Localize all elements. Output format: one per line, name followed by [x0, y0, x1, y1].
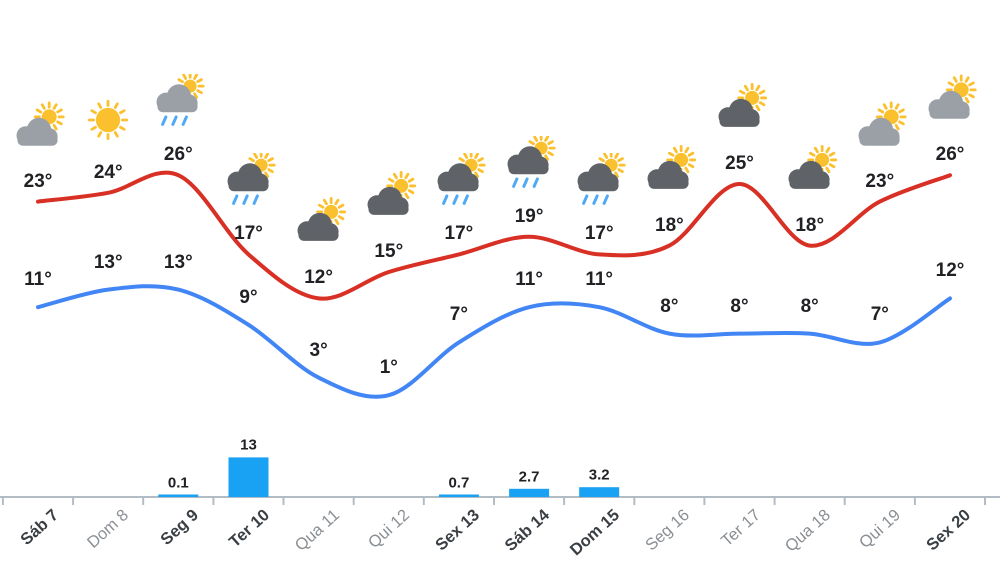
low-temp-label: 1° [379, 357, 398, 379]
day-axis-label[interactable]: Seg 9 [157, 506, 203, 549]
precip-bar [438, 494, 479, 497]
precip-bar [579, 487, 620, 497]
low-temp-label: 8° [730, 295, 749, 317]
precip-value-label: 13 [240, 436, 257, 454]
high-temp-label: 15° [374, 241, 404, 262]
cloud-sun-dark-icon [782, 144, 838, 201]
high-temp-label: 26° [163, 144, 193, 166]
high-temp-label: 23° [865, 170, 895, 192]
low-temp-label: 13° [93, 251, 123, 273]
high-temp-label: 18° [655, 214, 684, 236]
low-temp-label: 8° [800, 295, 819, 317]
high-temp-label: 17° [444, 223, 474, 245]
low-temp-label: 7° [870, 304, 889, 326]
high-temp-label: 23° [23, 170, 53, 192]
day-axis-label[interactable]: Sáb 14 [501, 506, 554, 555]
precip-bar [158, 494, 199, 497]
high-temp-line [36, 170, 952, 301]
high-temp-label: 12° [304, 267, 333, 289]
rain-sun-light-icon [150, 71, 206, 130]
cloud-sun-light-icon [10, 101, 66, 157]
rain-sun-dark-icon [501, 133, 557, 192]
low-temp-label: 3° [309, 339, 328, 361]
day-axis-label[interactable]: Qui 19 [855, 506, 904, 552]
low-temp-label: 11° [585, 269, 614, 291]
rain-sun-dark-icon [221, 151, 277, 209]
day-axis-label[interactable]: Qui 12 [364, 506, 413, 552]
cloud-sun-dark-icon [291, 197, 347, 253]
day-axis-label[interactable]: Sex 20 [923, 506, 975, 555]
day-axis-label[interactable]: Ter 17 [717, 506, 764, 551]
day-axis-label[interactable]: Qua 18 [781, 506, 834, 556]
rain-sun-dark-icon [431, 151, 487, 209]
low-temp-label: 7° [449, 304, 468, 326]
day-axis-label[interactable]: Qua 11 [291, 506, 343, 555]
day-axis-label[interactable]: Dom 15 [566, 506, 624, 560]
high-temp-label: 25° [725, 153, 754, 174]
cloud-sun-dark-icon [712, 83, 768, 139]
precip-bar [228, 457, 269, 497]
cloud-sun-light-icon [852, 101, 908, 157]
high-temp-label: 24° [93, 161, 123, 183]
day-axis-label[interactable]: Seg 16 [642, 506, 694, 555]
precip-value-label: 0.7 [448, 474, 470, 491]
high-temp-label: 17° [584, 223, 614, 245]
low-temp-label: 9° [239, 286, 258, 308]
cloud-sun-dark-icon [641, 144, 697, 201]
high-temp-label: 19° [514, 205, 544, 227]
low-temp-label: 13° [163, 251, 193, 273]
day-axis-label[interactable]: Ter 10 [225, 506, 273, 552]
day-axis-label[interactable]: Dom 8 [84, 506, 133, 552]
day-axis-label[interactable]: Sex 13 [432, 506, 483, 555]
high-temp-label: 17° [234, 223, 263, 245]
precip-bar [509, 488, 550, 497]
day-axis-label[interactable]: Sáb 7 [17, 506, 63, 549]
high-temp-label: 18° [795, 214, 825, 236]
low-temp-label: 11° [515, 269, 543, 291]
cloud-sun-dark-icon [361, 171, 417, 227]
low-temp-label: 11° [24, 269, 52, 291]
rain-sun-dark-icon [571, 151, 627, 209]
low-temp-label: 8° [660, 295, 679, 317]
low-temp-label: 12° [935, 260, 965, 282]
high-temp-label: 26° [935, 144, 965, 166]
cloud-sun-light-icon [922, 74, 978, 130]
precip-value-label: 2.7 [518, 468, 540, 486]
precip-value-label: 3.2 [588, 466, 610, 484]
low-temp-line [36, 284, 952, 399]
sunny-icon [80, 92, 136, 148]
precip-value-label: 0.1 [167, 474, 189, 491]
